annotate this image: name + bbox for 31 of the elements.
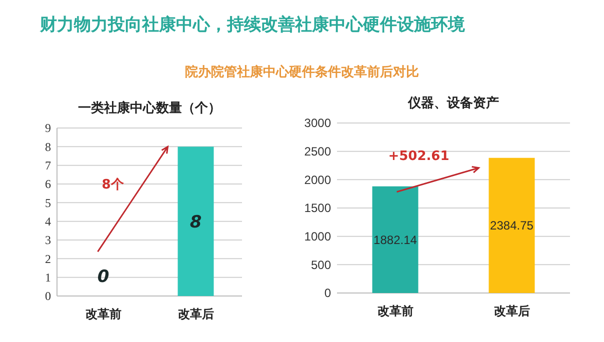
y-tick-label: 3 bbox=[45, 233, 51, 248]
y-tick-label: 4 bbox=[45, 214, 51, 229]
y-tick-label: 9 bbox=[45, 121, 51, 136]
x-tick-label: 改革后 bbox=[178, 307, 214, 321]
data-label: 0 bbox=[97, 266, 110, 287]
data-label: 1882.14 bbox=[374, 232, 418, 247]
chart-title: 一类社康中心数量（个） bbox=[78, 100, 221, 116]
y-tick-label: 7 bbox=[45, 158, 51, 173]
x-tick-label: 改革后 bbox=[494, 304, 530, 318]
y-tick-label: 0 bbox=[324, 286, 332, 300]
x-tick-label: 改革前 bbox=[85, 307, 122, 321]
y-tick-label: 2000 bbox=[304, 172, 332, 187]
chart-title: 仪器、设备资产 bbox=[407, 95, 499, 111]
y-tick-label: 2 bbox=[45, 252, 51, 266]
y-tick-label: 5 bbox=[45, 196, 51, 210]
text: 院办院管社康中心硬件条件改革前后对比 bbox=[185, 64, 419, 80]
y-tick-label: 500 bbox=[310, 258, 332, 272]
data-label: 2384.75 bbox=[490, 218, 534, 233]
y-tick-label: 1000 bbox=[304, 230, 332, 244]
y-tick-label: 0 bbox=[45, 289, 51, 304]
y-tick-label: 1 bbox=[45, 270, 51, 285]
annotation: 8个 bbox=[102, 178, 125, 193]
y-tick-label: 6 bbox=[45, 177, 51, 192]
text: 财力物力投向社康中心，持续改善社康中心硬件设施环境 bbox=[39, 14, 465, 35]
y-tick-label: 8 bbox=[45, 140, 51, 154]
annotation: +502.61 bbox=[388, 148, 450, 164]
y-tick-label: 2500 bbox=[304, 144, 332, 159]
data-label: 8 bbox=[190, 212, 202, 232]
y-tick-label: 3000 bbox=[304, 116, 332, 130]
x-tick-label: 改革前 bbox=[377, 304, 414, 318]
y-tick-label: 1500 bbox=[304, 201, 332, 216]
